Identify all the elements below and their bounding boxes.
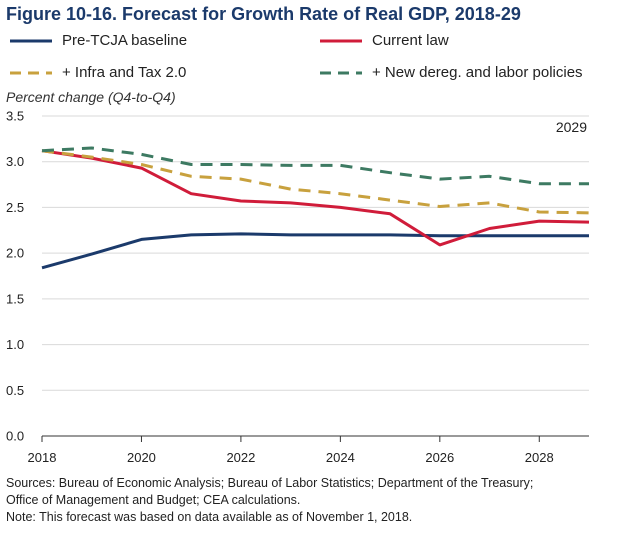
y-axis: 0.0 0.5 1.0 1.5 2.0 2.5 3.0 3.5 [6, 109, 24, 444]
sources-line-2: Office of Management and Budget; CEA cal… [6, 493, 301, 507]
series-lines [41, 146, 590, 270]
legend-item-infra-and-tax: + Infra and Tax 2.0 [8, 64, 186, 81]
x-tick-label: 2022 [226, 450, 255, 465]
x-tick-label: 2026 [425, 450, 454, 465]
y-axis-label: Percent change (Q4-to-Q4) [6, 89, 176, 105]
y-tick-label: 3.5 [6, 109, 24, 124]
legend-label: Pre-TCJA baseline [62, 32, 188, 49]
note: Note: This forecast was based on data av… [6, 510, 413, 524]
legend-swatch [320, 71, 362, 74]
legend-swatch [10, 39, 52, 42]
y-tick-label: 2.0 [6, 246, 24, 261]
legend: Pre-TCJA baseline Current law + Infra an… [0, 30, 620, 81]
y-tick-label: 2.5 [6, 200, 24, 215]
x-tick-label: 2028 [525, 450, 554, 465]
y-tick-label: 0.0 [6, 429, 24, 444]
y-tick-label: 1.0 [6, 337, 24, 352]
legend-item-current-law: Current law [318, 32, 449, 49]
x-tick-label: 2020 [127, 450, 156, 465]
y-tick-label: 3.0 [6, 154, 24, 169]
series-line-2 [41, 149, 590, 215]
legend-label: Current law [372, 32, 449, 49]
series-line-0 [41, 232, 589, 270]
y-tick-label: 0.5 [6, 383, 24, 398]
x-axis: 2018 2020 2022 2024 2026 2028 [28, 435, 589, 465]
series-line-1 [41, 149, 590, 247]
legend-item-new-dereg-labor: + New dereg. and labor policies [318, 64, 583, 81]
legend-swatch [10, 71, 52, 74]
legend-item-pre-tcja-baseline: Pre-TCJA baseline [8, 32, 187, 49]
chart-title: Figure 10-16. Forecast for Growth Rate o… [6, 4, 521, 24]
gridlines [42, 115, 589, 391]
series-line-3 [41, 146, 589, 186]
legend-label: + Infra and Tax 2.0 [62, 64, 187, 81]
x-tick-label: 2018 [28, 450, 57, 465]
legend-label: + New dereg. and labor policies [372, 64, 583, 81]
x-tick-label: 2024 [326, 450, 355, 465]
annotation-year: 2029 [556, 119, 587, 135]
sources-line-1: Sources: Bureau of Economic Analysis; Bu… [6, 476, 534, 490]
legend-swatch [320, 39, 362, 42]
y-tick-label: 1.5 [6, 291, 24, 306]
chart-footer: Sources: Bureau of Economic Analysis; Bu… [6, 475, 612, 526]
